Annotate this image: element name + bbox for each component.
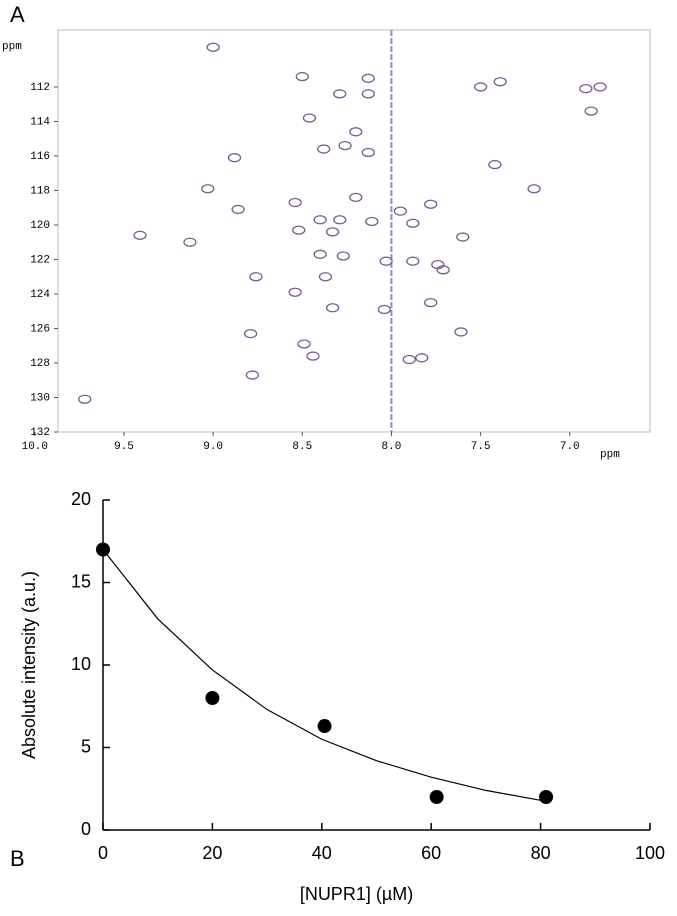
- peak: [249, 272, 263, 282]
- x-tick-label: 10.0: [22, 441, 48, 453]
- y-tick-label: 114: [30, 116, 50, 128]
- plot-frame: [57, 29, 651, 433]
- peak: [454, 327, 468, 337]
- peak: [436, 265, 450, 275]
- peak: [584, 106, 598, 116]
- peak: [579, 84, 593, 94]
- peak: [488, 159, 502, 170]
- peak: [424, 297, 438, 308]
- panel-b: B 0 20 40 60 80 100 0 5 10 15 20 [NUPR1] (µM) Absolut…: [10, 489, 665, 904]
- x-tick-label: 0: [98, 843, 108, 863]
- peak: [349, 192, 363, 203]
- peak: [333, 215, 347, 225]
- peak: [377, 304, 391, 315]
- y-tick-label: 122: [30, 254, 50, 266]
- y-tick-label: 120: [30, 220, 50, 232]
- peak: [424, 199, 438, 209]
- data-point: [205, 691, 220, 705]
- peak: [336, 251, 350, 261]
- y-axis-label: Absolute intensity (a.u.): [19, 571, 39, 759]
- y-tick-label: 0: [81, 819, 91, 839]
- x-tick-label: 7.5: [471, 441, 491, 453]
- peak: [313, 215, 327, 225]
- y-tick-label: 116: [30, 151, 50, 163]
- peak: [295, 71, 309, 82]
- y-axis-label: ppm: [2, 41, 22, 53]
- x-tick-label: 9.0: [203, 441, 223, 453]
- x-tick-label: 100: [635, 843, 665, 863]
- peak: [306, 351, 320, 361]
- peak: [406, 256, 420, 266]
- y-tick-label: 124: [30, 289, 50, 301]
- peak: [78, 394, 92, 404]
- peak: [365, 216, 379, 227]
- peak: [288, 287, 302, 297]
- x-tick-label: 60: [421, 843, 441, 863]
- x-tick-label: 7.0: [560, 441, 580, 453]
- peak: [361, 147, 375, 158]
- x-axis-label: ppm: [600, 449, 620, 461]
- peak: [493, 77, 507, 87]
- x-axis-label: [NUPR1] (µM): [300, 884, 413, 904]
- panel-label: B: [10, 846, 25, 871]
- peak: [338, 140, 352, 151]
- fit-curve: [102, 549, 541, 801]
- peak: [349, 127, 363, 137]
- y-tick-label: 132: [30, 427, 50, 439]
- y-tick-label: 126: [30, 323, 50, 335]
- peak: [325, 303, 340, 313]
- peak: [297, 339, 311, 349]
- x-tick-label: 40: [312, 843, 332, 863]
- peak: [288, 197, 302, 208]
- peak: [361, 73, 375, 83]
- x-tick-label: 8.5: [292, 441, 312, 453]
- y-tick-label: 10: [71, 654, 91, 674]
- peak: [292, 225, 306, 235]
- data-point: [317, 719, 332, 734]
- peak: [317, 144, 331, 154]
- peak: [333, 89, 347, 99]
- peak: [402, 354, 416, 365]
- peak: [302, 113, 317, 123]
- peak: [473, 82, 488, 92]
- peak: [361, 89, 375, 99]
- peak: [415, 353, 429, 363]
- peak: [245, 370, 260, 380]
- peak: [133, 230, 147, 240]
- peak: [231, 204, 245, 215]
- peak: [456, 232, 470, 242]
- data-point: [96, 542, 110, 557]
- peak: [313, 249, 327, 259]
- peak: [393, 206, 408, 216]
- peak: [318, 272, 333, 282]
- peak: [593, 82, 607, 92]
- peak: [406, 218, 420, 228]
- data-point: [429, 790, 444, 804]
- peak: [243, 329, 258, 339]
- y-tick-label: 5: [81, 736, 91, 756]
- y-tick-label: 20: [71, 489, 91, 509]
- y-tick-label: 15: [71, 571, 91, 591]
- panel-a: A 10.0 9.5 9.0 8.5 8.0 7.5 7.0 112 114 116 118 120 12…: [2, 2, 651, 461]
- y-tick-label: 112: [30, 82, 50, 94]
- y-tick-label: 130: [30, 392, 50, 404]
- y-tick-label: 118: [30, 185, 50, 197]
- peak: [201, 184, 215, 194]
- peak: [325, 227, 340, 237]
- x-tick-label: 8.0: [382, 441, 402, 453]
- data-point: [539, 790, 554, 804]
- peak: [227, 153, 242, 163]
- x-tick-label: 20: [202, 843, 222, 863]
- peak: [379, 256, 393, 266]
- x-tick-label: 80: [531, 843, 551, 863]
- y-tick-label: 128: [30, 358, 50, 370]
- peak: [183, 237, 197, 247]
- panel-label: A: [10, 2, 25, 27]
- peak: [527, 184, 541, 194]
- peak: [206, 42, 220, 52]
- x-tick-label: 9.5: [114, 441, 134, 453]
